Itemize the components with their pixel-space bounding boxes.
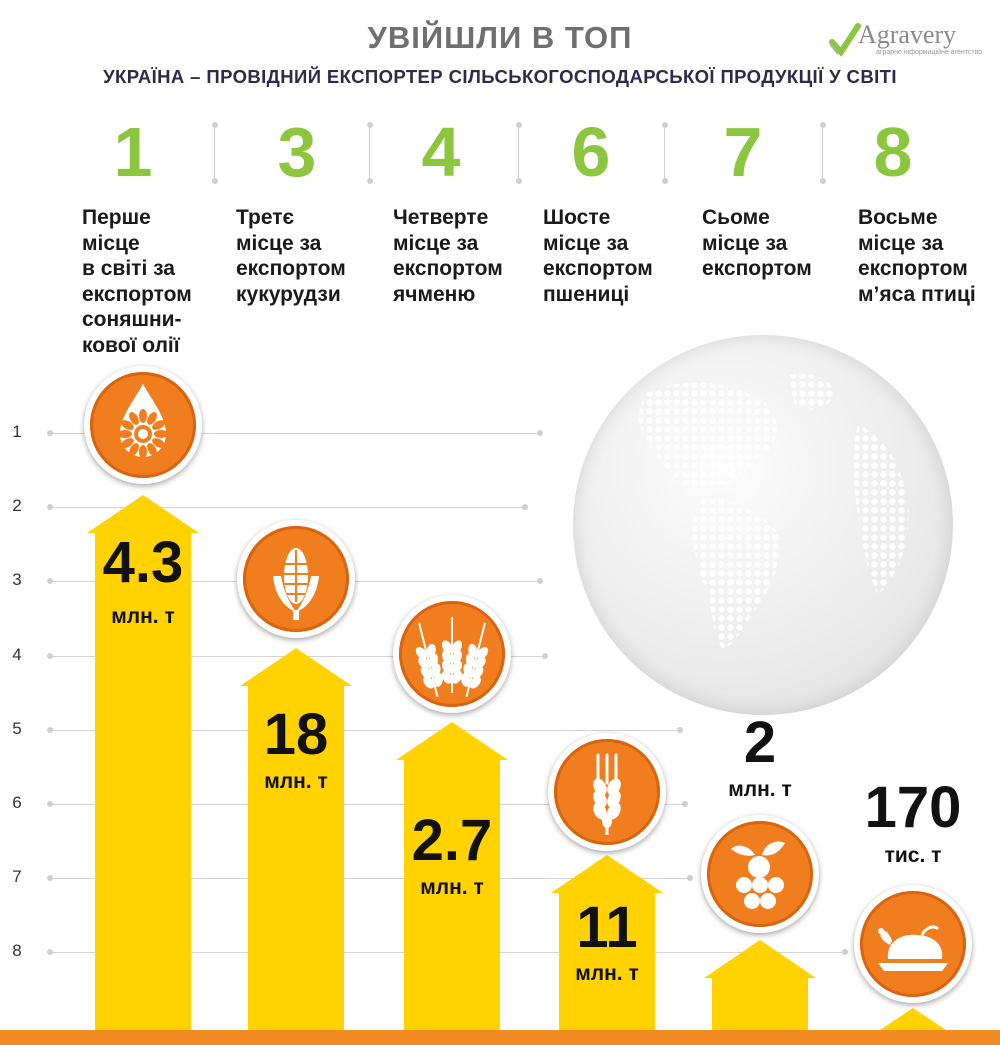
y-axis-label: 5 [12, 718, 22, 738]
rank-number: 4 [421, 113, 461, 191]
export-value: 11 [576, 895, 638, 960]
rank-arrow-bar [880, 1008, 946, 1030]
column-separator [367, 122, 373, 184]
world-globe [573, 335, 953, 715]
export-value: 2.7 [411, 808, 493, 873]
gridline-dot [687, 875, 693, 882]
gridline-dot [537, 578, 543, 585]
export-unit: млн. т [264, 770, 328, 793]
fruit-berries-icon [701, 815, 819, 933]
gridline-dot [47, 652, 53, 659]
rank-description: Перше місце в світі за експортом соняшни-ков… [82, 206, 192, 357]
y-axis-label: 4 [12, 644, 22, 664]
sunflower-oil-drop-icon [84, 366, 202, 484]
gridline-dot [47, 726, 53, 733]
page-subtitle: УКРАЇНА – ПРОВІДНИЙ ЕКСПОРТЕР СІЛЬСЬКОГО… [103, 66, 897, 87]
roast-chicken-icon [854, 885, 972, 1003]
logo-tagline: аграрне інформаційне агентство [876, 49, 983, 56]
gridline-dot [47, 504, 53, 511]
rank-arrow-bar [87, 495, 199, 1030]
gridline-dot [842, 949, 848, 956]
rank-arrow-bar [704, 940, 816, 1030]
gridline-dot [47, 875, 53, 882]
export-value: 170 [864, 775, 962, 840]
chart-baseline [0, 1030, 1000, 1045]
rank-description: Третє місце за експортом кукурудзи [236, 206, 346, 306]
y-axis-label: 7 [12, 867, 22, 887]
gridline-dot [537, 430, 543, 436]
corn-icon [237, 520, 355, 638]
column-separator [212, 122, 218, 184]
rank-number: 3 [277, 113, 317, 191]
y-axis-label: 6 [12, 793, 22, 812]
gridline [50, 878, 690, 880]
rank-number: 7 [723, 113, 763, 191]
rank-description: Восьме місце за експортом м’яса птиці [858, 206, 976, 306]
gridline-dot [682, 801, 688, 807]
gridline-dot [47, 578, 53, 585]
export-unit: млн. т [111, 605, 175, 628]
gridline [50, 729, 680, 731]
globe-map-icon [638, 373, 909, 650]
logo-check-icon [829, 23, 861, 57]
column-separator [662, 122, 668, 184]
gridline [50, 804, 685, 805]
gridline-dot [47, 949, 53, 956]
export-unit: тис. т [884, 844, 942, 867]
rank-description: Сьоме місце за експортом [702, 206, 812, 280]
gridline [50, 507, 525, 509]
export-value: 2 [743, 710, 777, 775]
gridline-dot [47, 430, 53, 436]
page-title: УВІЙШЛИ В ТОП [367, 20, 633, 55]
export-value: 18 [263, 702, 329, 767]
gridline-dot [522, 504, 528, 511]
y-axis-label: 2 [12, 496, 22, 516]
agravery-logo: Agravery аграрне інформаційне агентство [828, 20, 988, 62]
rank-description: Четверте місце за експортом ячменю [393, 206, 503, 306]
logo-name: Agravery [858, 20, 957, 49]
rank-arrow-bar [396, 722, 508, 1030]
y-axis-label: 3 [12, 570, 22, 590]
rank-description: Шосте місце за експортом пшениці [543, 206, 653, 306]
rank-number: 8 [873, 113, 913, 191]
y-axis-label: 8 [12, 941, 22, 961]
gridline-dot [677, 726, 683, 733]
export-unit: млн. т [575, 962, 639, 985]
column-separator [516, 122, 522, 184]
barley-icon [393, 595, 511, 713]
column-separator [820, 122, 826, 184]
gridline-dot [542, 652, 548, 659]
export-unit: млн. т [420, 876, 484, 899]
export-value: 4.3 [102, 530, 184, 595]
y-axis-label: 1 [12, 422, 22, 441]
wheat-icon [548, 733, 666, 851]
gridline [50, 433, 540, 434]
rank-arrow-bar [551, 855, 663, 1030]
export-unit: млн. т [728, 778, 792, 801]
rank-arrow-bar [240, 648, 352, 1030]
rank-number: 1 [113, 113, 153, 191]
gridline-dot [47, 801, 53, 807]
rank-number: 6 [571, 113, 611, 191]
